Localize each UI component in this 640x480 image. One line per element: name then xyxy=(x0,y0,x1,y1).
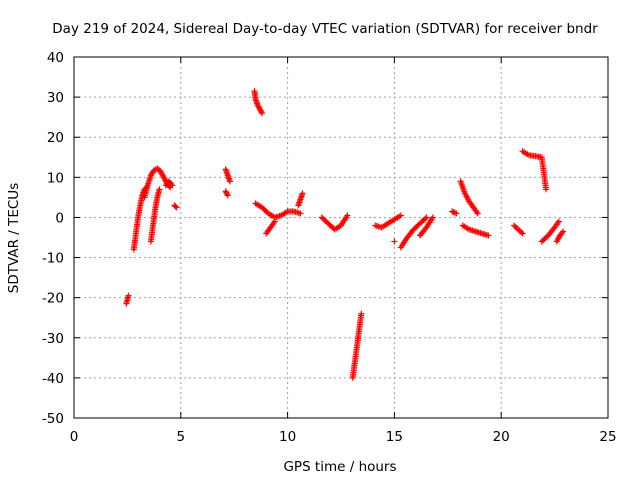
x-tick-label: 0 xyxy=(70,429,79,445)
y-tick-label: 30 xyxy=(47,90,64,106)
y-tick-label: 40 xyxy=(47,50,64,66)
x-tick-label: 5 xyxy=(177,429,186,445)
data-point xyxy=(485,232,492,239)
gridlines xyxy=(74,57,608,418)
data-point xyxy=(156,186,163,193)
y-tick-label: -50 xyxy=(42,411,64,427)
data-point xyxy=(559,229,566,236)
data-point xyxy=(450,209,457,216)
data-point xyxy=(397,212,404,219)
y-tick-label: -20 xyxy=(42,291,64,307)
data-point xyxy=(451,209,458,216)
x-tick-label: 20 xyxy=(493,429,510,445)
chart-title: Day 219 of 2024, Sidereal Day-to-day VTE… xyxy=(52,21,598,37)
data-point xyxy=(168,181,175,188)
y-tick-label: -10 xyxy=(42,251,64,267)
data-point xyxy=(258,108,265,115)
x-tick-label: 15 xyxy=(386,429,403,445)
data-point xyxy=(224,192,231,199)
data-point xyxy=(543,186,550,193)
data-point xyxy=(125,292,132,299)
data-point xyxy=(519,230,526,237)
data-point xyxy=(560,228,567,235)
x-axis-label: GPS time / hours xyxy=(283,459,396,475)
data-point xyxy=(169,182,176,189)
y-tick-label: 10 xyxy=(47,170,64,186)
y-tick-label: -40 xyxy=(42,371,64,387)
y-tick-label: 0 xyxy=(55,210,64,226)
y-tick-label: 20 xyxy=(47,130,64,146)
data-point xyxy=(344,212,351,219)
data-point xyxy=(358,310,365,317)
x-tick-label: 25 xyxy=(599,429,616,445)
axis-ticks: 0 5 10 15 20 25 -50 -40 -30 -20 -10 0 10 20 30 40 xyxy=(42,50,617,445)
data-point xyxy=(224,191,231,198)
data-point xyxy=(173,204,180,211)
data-point xyxy=(423,214,430,221)
x-tick-label: 10 xyxy=(279,429,296,445)
data-point xyxy=(391,238,398,245)
data-point xyxy=(297,210,304,217)
data-point xyxy=(453,210,460,217)
data-point xyxy=(258,110,265,117)
data-point xyxy=(429,214,436,221)
data-point xyxy=(422,225,429,232)
data-point xyxy=(555,218,562,225)
data-points xyxy=(123,88,567,381)
data-point xyxy=(226,178,233,185)
y-tick-label: -30 xyxy=(42,331,64,347)
data-point xyxy=(172,203,179,210)
plot-frame xyxy=(73,56,609,419)
data-point xyxy=(474,210,481,217)
data-point xyxy=(271,218,278,225)
y-axis-label: SDTVAR / TECUs xyxy=(6,183,22,293)
data-point xyxy=(422,215,429,222)
data-point xyxy=(299,190,306,197)
